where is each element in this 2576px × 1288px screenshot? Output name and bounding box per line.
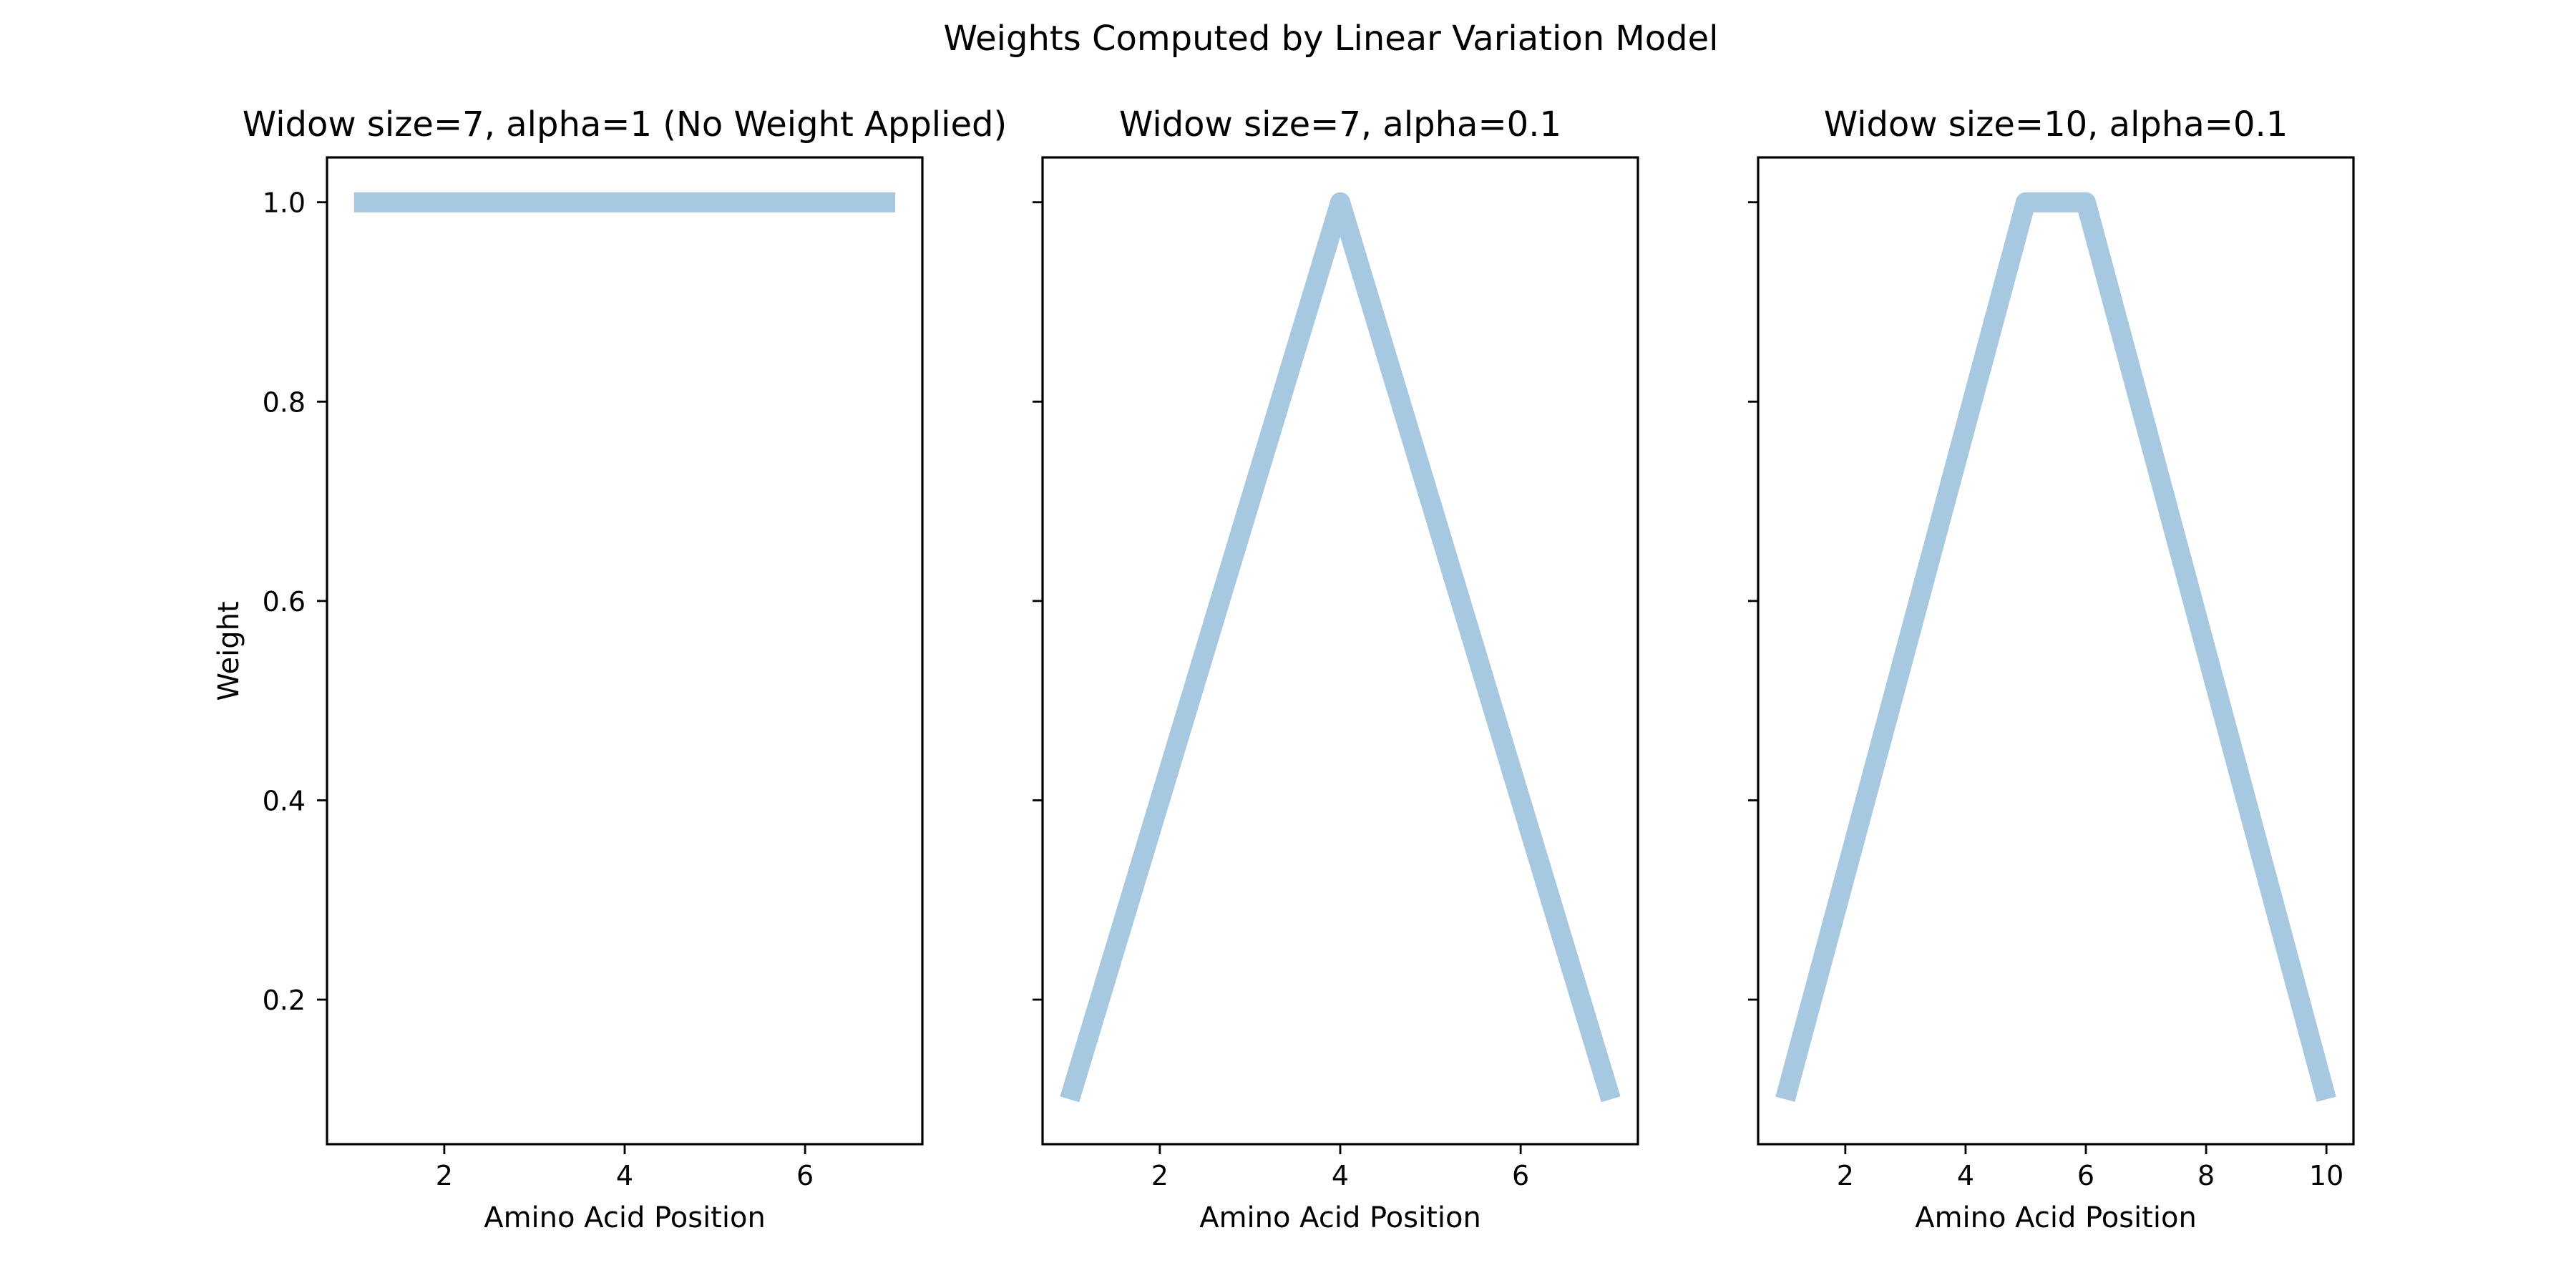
subplot-1-yticks: 0.2 0.4 0.6 0.8 1.0: [263, 187, 327, 1016]
subplot-2-x-tick-label: 2: [1151, 1160, 1169, 1191]
subplot-2-series-line-1: [1060, 192, 1621, 1103]
subplot-3-yticks: [1748, 201, 1758, 1001]
subplot-2-x-tick-label: 6: [1512, 1160, 1529, 1191]
subplot-3-x-tick-label: 10: [2309, 1160, 2343, 1191]
subplot-2-frame: [1041, 156, 1639, 1146]
subplot-2-title: Widow size=7, alpha=0.1: [1119, 104, 1561, 145]
subplot-1-y-tick-label: 0.6: [263, 586, 306, 618]
subplot-2: 2 4 6 Widow size=7, alpha=0.1 Amino Acid P…: [1033, 104, 1639, 1234]
subplot-2-yticks: [1033, 201, 1043, 1001]
subplot-1-x-axis-label: Amino Acid Position: [484, 1201, 766, 1234]
subplot-2-xticks: 2 4 6: [1151, 1144, 1529, 1191]
subplot-1-frame: [326, 156, 924, 1146]
subplot-1-y-tick-label: 0.4: [263, 785, 306, 816]
subplot-3-series-line-1: [1775, 192, 2336, 1102]
subplot-1-x-tick-label: 4: [616, 1160, 633, 1191]
subplot-2-series: [1060, 192, 1621, 1103]
subplot-3: 2 4 6 8 10 Widow size=10, alpha=0.1 Amino Ac…: [1748, 104, 2355, 1234]
subplot-3-series: [1775, 192, 2336, 1102]
subplot-1-xticks: 2 4 6: [436, 1144, 814, 1191]
subplot-1: 2 4 6 0.2 0.4 0.6 0.8 1.0 Widow size=7, alpha=…: [213, 104, 1007, 1234]
subplot-1-y-tick-label: 1.0: [263, 187, 306, 219]
subplot-3-x-tick-label: 2: [1837, 1160, 1854, 1191]
figure-title: Weights Computed by Linear Variation Mod…: [944, 19, 1719, 59]
subplot-1-y-tick-label: 0.2: [263, 985, 306, 1016]
subplot-3-frame: [1757, 156, 2355, 1146]
subplot-3-x-tick-label: 8: [2197, 1160, 2215, 1191]
subplot-3-x-tick-label: 6: [2077, 1160, 2094, 1191]
subplot-1-x-tick-label: 6: [796, 1160, 814, 1191]
subplot-1-x-tick-label: 2: [436, 1160, 453, 1191]
subplot-3-title: Widow size=10, alpha=0.1: [1824, 104, 2288, 145]
subplot-1-y-axis-label: Weight: [213, 601, 245, 701]
subplot-2-x-axis-label: Amino Acid Position: [1199, 1201, 1481, 1234]
subplot-1-y-tick-label: 0.8: [263, 386, 306, 418]
subplot-1-title: Widow size=7, alpha=1 (No Weight Applied…: [243, 104, 1007, 145]
subplot-2-x-tick-label: 4: [1332, 1160, 1349, 1191]
subplot-3-x-axis-label: Amino Acid Position: [1915, 1201, 2197, 1234]
subplot-3-x-tick-label: 4: [1957, 1160, 1974, 1191]
subplot-3-xticks: 2 4 6 8 10: [1837, 1144, 2343, 1191]
